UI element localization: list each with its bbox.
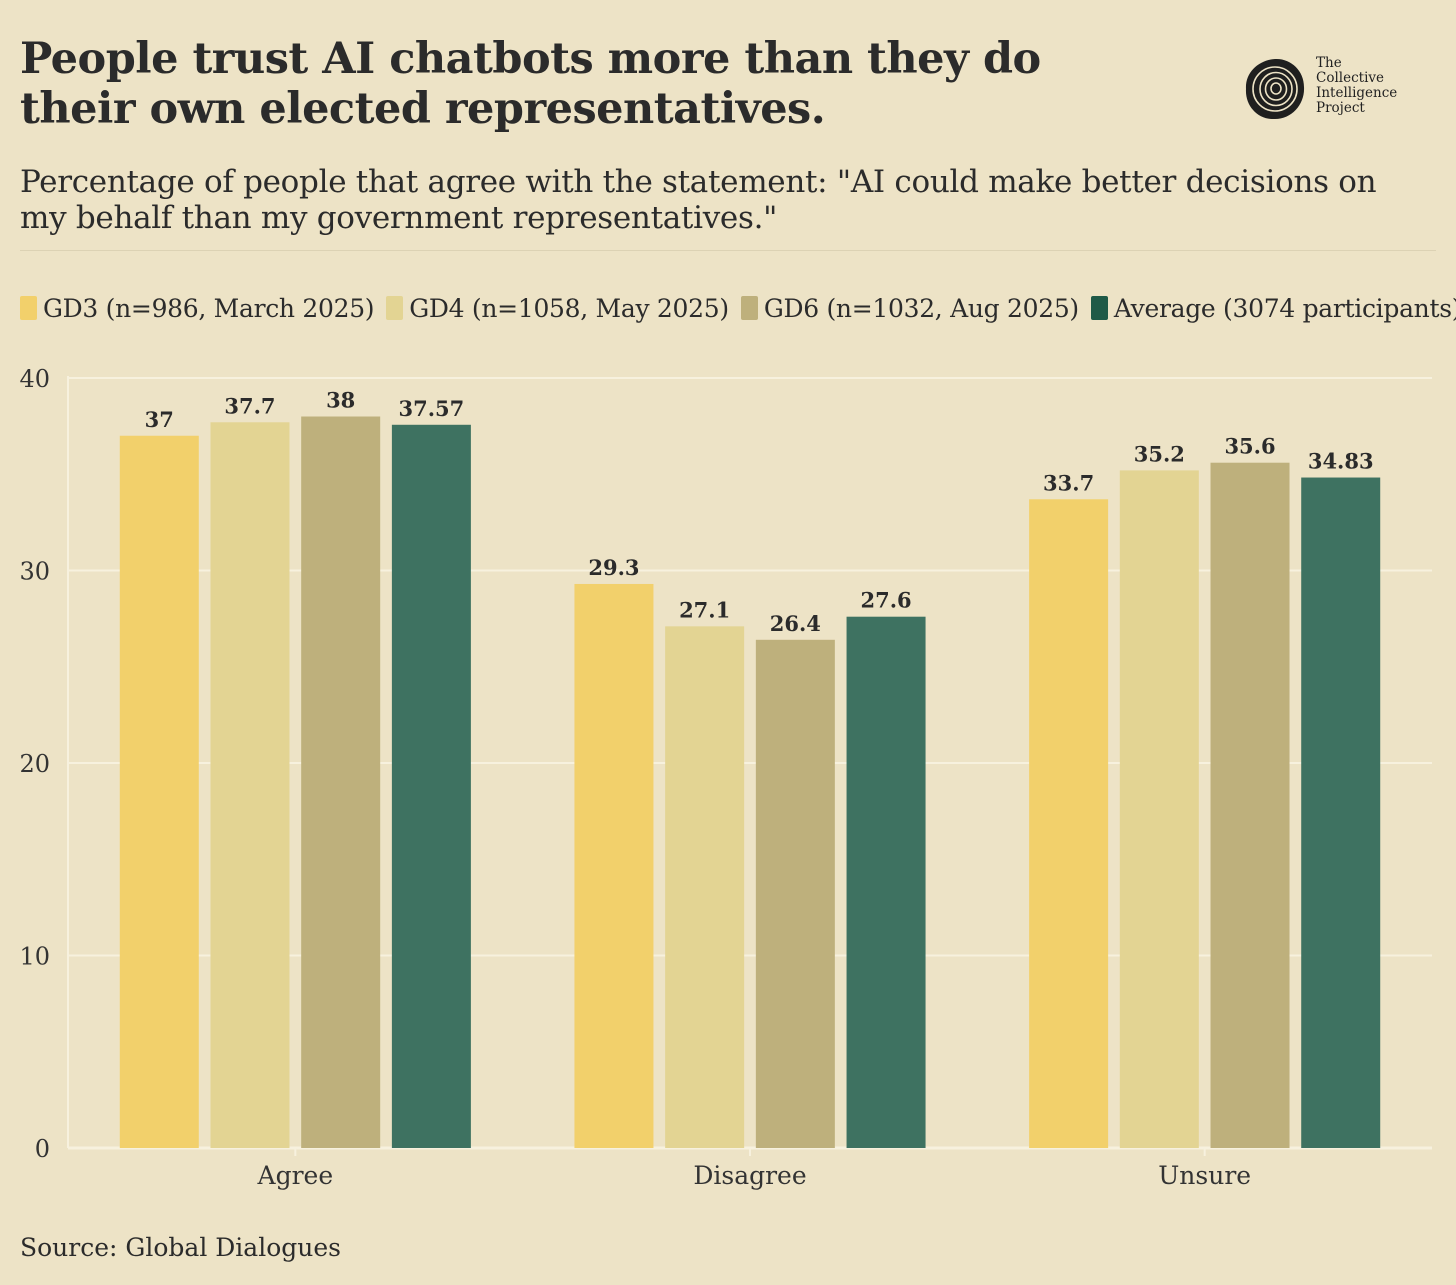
data-label: 37.57 <box>399 396 465 421</box>
tree-rings-icon <box>1245 58 1305 120</box>
data-label: 35.2 <box>1134 441 1185 466</box>
y-tick-label: 20 <box>19 750 50 778</box>
data-label: 37 <box>145 407 174 432</box>
bar <box>574 583 654 1148</box>
y-tick-label: 10 <box>19 943 50 971</box>
legend-item-average: Average (3074 participants) <box>1090 293 1456 323</box>
y-tick-label: 0 <box>35 1135 50 1163</box>
legend-item-gd6: GD6 (n=1032, Aug 2025) <box>740 293 1079 323</box>
bar <box>1301 477 1381 1149</box>
logo-line: Intelligence <box>1316 85 1398 101</box>
legend-label: GD6 (n=1032, Aug 2025) <box>763 293 1079 323</box>
bar <box>665 626 745 1148</box>
legend-label: GD4 (n=1058, May 2025) <box>409 293 729 323</box>
legend-item-gd4: GD4 (n=1058, May 2025) <box>386 294 729 323</box>
logo-wordmark: The Collective Intelligence Project <box>1316 56 1397 116</box>
data-label: 29.3 <box>588 555 639 580</box>
legend-item-gd3: GD3 (n=986, March 2025) <box>20 293 375 323</box>
logo-line: Collective <box>1316 70 1385 86</box>
data-label: 33.7 <box>1043 470 1094 495</box>
logo-line: Project <box>1316 100 1365 116</box>
bar <box>301 416 381 1148</box>
chart-title: People trust AI chatbots more than they … <box>20 34 1041 134</box>
source-note: Source: Global Dialogues <box>20 1233 341 1262</box>
bar <box>1029 499 1109 1148</box>
chart-subtitle: Percentage of people that agree with the… <box>20 164 1377 236</box>
data-label: 37.7 <box>224 393 275 418</box>
bar <box>1119 470 1199 1148</box>
y-tick-label: 40 <box>19 365 50 393</box>
logo-line: The <box>1316 55 1342 71</box>
data-label: 35.6 <box>1224 434 1275 459</box>
bar <box>119 435 199 1148</box>
data-label: 27.6 <box>860 588 911 613</box>
legend: GD3 (n=986, March 2025) GD4 (n=1058, May… <box>20 290 1456 326</box>
bar <box>846 616 926 1148</box>
bar <box>1210 462 1290 1148</box>
y-tick-label: 30 <box>19 558 50 586</box>
x-tick-label: Agree <box>257 1161 334 1190</box>
bar <box>391 424 471 1149</box>
bar <box>210 422 290 1148</box>
data-label: 38 <box>326 388 355 413</box>
bar <box>755 639 835 1148</box>
data-label: 34.83 <box>1308 449 1374 474</box>
legend-swatch <box>386 296 404 320</box>
data-label: 26.4 <box>770 611 821 636</box>
x-tick-label: Disagree <box>693 1161 806 1190</box>
data-label: 27.1 <box>679 597 730 622</box>
legend-label: Average (3074 participants) <box>1113 293 1456 323</box>
legend-label: GD3 (n=986, March 2025) <box>43 293 375 323</box>
divider <box>20 250 1436 251</box>
collective-intelligence-project-logo: The Collective Intelligence Project <box>1243 56 1443 122</box>
legend-swatch <box>1090 296 1108 320</box>
legend-swatch <box>740 296 758 320</box>
x-tick-label: Unsure <box>1158 1161 1251 1190</box>
legend-swatch <box>20 296 37 320</box>
